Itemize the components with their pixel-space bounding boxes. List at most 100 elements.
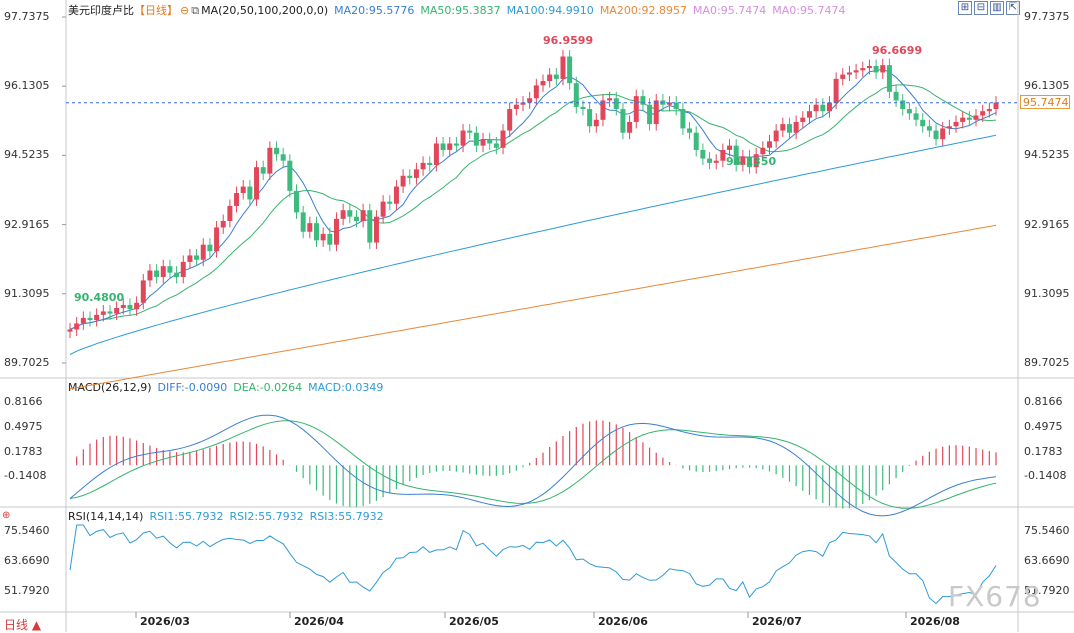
- crosshair-icon[interactable]: ⊕: [2, 510, 11, 521]
- macd-tick-l: 0.4975: [4, 419, 43, 433]
- chart-settings-icon[interactable]: ▥: [990, 1, 1004, 15]
- macd-diff-value: DIFF:-0.0090: [157, 381, 228, 394]
- candle-body: [413, 169, 419, 178]
- candle-body: [80, 317, 86, 324]
- price-tick-r: 92.9165: [1024, 217, 1070, 231]
- candle-body: [753, 154, 759, 168]
- current-price-tag: 95.7474: [1020, 95, 1070, 109]
- candle-body: [180, 261, 186, 277]
- candle-body: [427, 162, 433, 166]
- zoom-out-icon[interactable]: ⊟: [974, 1, 988, 15]
- price-tick-l: 91.3095: [4, 286, 50, 300]
- ma200-value: MA200:92.8957: [599, 4, 688, 17]
- candle-body: [860, 68, 866, 71]
- macd-dea-value: DEA:-0.0264: [233, 381, 303, 394]
- candle-body: [986, 109, 992, 112]
- candle-body: [826, 102, 832, 112]
- candle-body: [440, 143, 446, 150]
- candle-body: [400, 175, 406, 187]
- candle-body: [260, 167, 266, 174]
- date-label: 2026/08: [910, 615, 960, 628]
- candle-body: [87, 317, 93, 321]
- candle-body: [313, 223, 319, 241]
- macd-label: MACD(26,12,9): [68, 381, 152, 394]
- price-tick-l: 96.1305: [4, 79, 50, 93]
- candle-body: [333, 218, 339, 245]
- candle-body: [380, 201, 386, 217]
- macd-tick-r: 0.4975: [1024, 419, 1063, 433]
- candle-body: [453, 143, 459, 146]
- indicator-icon[interactable]: ⧉: [191, 4, 200, 17]
- candle-body: [613, 98, 619, 110]
- candle-body: [520, 102, 526, 105]
- candle-body: [420, 162, 426, 170]
- candle-body: [886, 65, 892, 92]
- rsi-panel-header: RSI(14,14,14) RSI1:55.7932 RSI2:55.7932 RSI…: [68, 510, 390, 523]
- rsi-tick-l: 75.5460: [4, 524, 50, 538]
- candle-body: [553, 74, 559, 79]
- rsi-tick-r: 63.6690: [1024, 553, 1070, 567]
- candle-body: [174, 272, 180, 277]
- price-tick-r: 91.3095: [1024, 286, 1070, 300]
- date-label: 2026/07: [752, 615, 802, 628]
- macd-tick-r: 0.8166: [1024, 395, 1063, 409]
- high-label-1: 96.9599: [543, 34, 594, 47]
- candle-body: [587, 109, 593, 127]
- candle-body: [740, 156, 746, 166]
- candle-body: [913, 113, 919, 120]
- period-selector-button[interactable]: 日线 ▲: [4, 618, 42, 632]
- candle-body: [493, 143, 499, 148]
- candle-body: [480, 139, 486, 146]
- candle-body: [227, 205, 233, 221]
- ma20-line: [69, 68, 997, 330]
- candle-body: [114, 307, 120, 314]
- candle-body: [300, 212, 306, 232]
- candle-body: [620, 109, 626, 133]
- candle-body: [447, 143, 453, 150]
- price-tick-r: 97.7375: [1024, 9, 1070, 23]
- ma100-value: MA100:94.9910: [506, 4, 594, 17]
- candle-body: [693, 132, 699, 150]
- candle-body: [120, 304, 126, 308]
- ma200-line: [69, 224, 997, 390]
- candle-body: [966, 117, 972, 120]
- candle-body: [393, 186, 399, 204]
- candle-body: [960, 117, 966, 122]
- candle-body: [220, 220, 226, 228]
- candle-body: [667, 102, 673, 105]
- candle-body: [360, 210, 366, 221]
- fullscreen-icon[interactable]: ⇱: [1006, 1, 1020, 15]
- candle-body: [287, 160, 293, 191]
- candle-body: [780, 124, 786, 131]
- candle-body: [147, 270, 153, 281]
- candle-body: [760, 147, 766, 155]
- candle-body: [607, 98, 613, 101]
- ma50-line: [69, 84, 997, 330]
- candle-body: [980, 111, 986, 116]
- date-label: 2026/03: [140, 615, 190, 628]
- rsi-tick-r: 51.7920: [1024, 583, 1070, 597]
- candle-body: [353, 216, 359, 221]
- candle-body: [846, 72, 852, 75]
- candle-body: [640, 96, 646, 105]
- zoom-in-icon[interactable]: ⊞: [958, 1, 972, 15]
- candle-body: [800, 117, 806, 122]
- candle-body: [733, 145, 739, 166]
- candle-body: [627, 121, 633, 133]
- candle-body: [547, 74, 553, 82]
- candle-body: [747, 156, 753, 168]
- candle-body: [940, 128, 946, 140]
- candle-body: [900, 100, 906, 110]
- candle-body: [194, 255, 200, 260]
- candle-body: [347, 210, 353, 217]
- macd-tick-l: 0.1783: [4, 444, 43, 458]
- chart-type-icon[interactable]: ⊖: [180, 4, 190, 17]
- ma-label: MA(20,50,100,200,0,0): [201, 4, 329, 17]
- candle-body: [953, 121, 959, 127]
- date-label: 2026/06: [598, 615, 648, 628]
- price-tick-r: 96.1305: [1024, 79, 1070, 93]
- candle-body: [593, 119, 599, 127]
- candle-body: [513, 104, 519, 110]
- candle-body: [107, 311, 113, 314]
